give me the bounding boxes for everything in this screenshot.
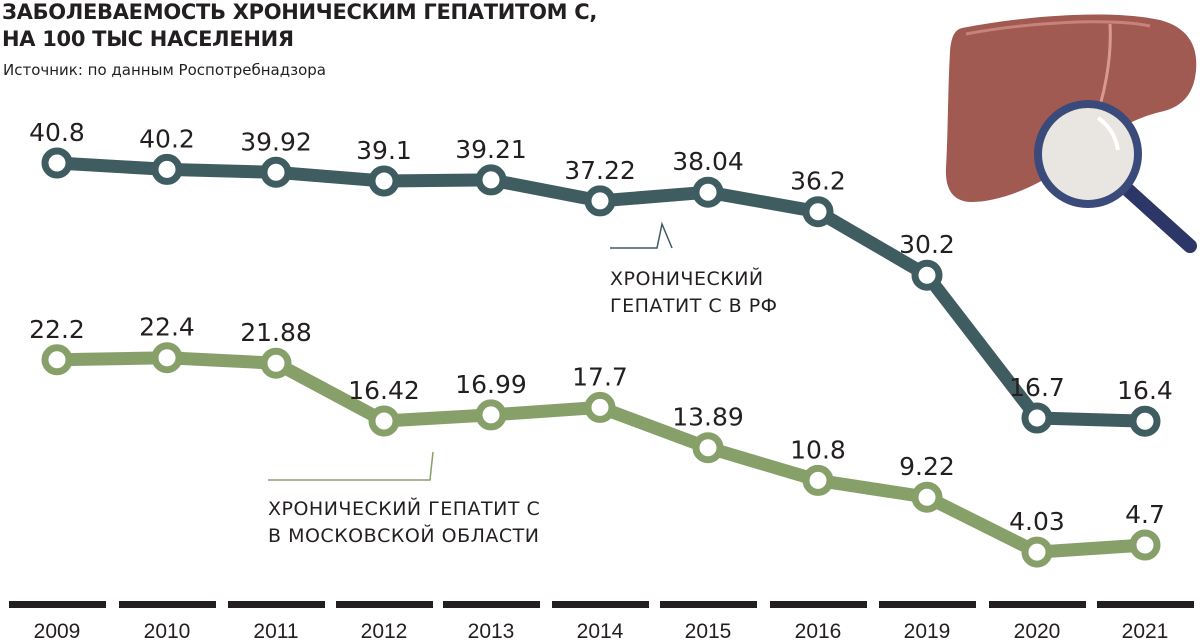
data-label: 22.2: [29, 315, 85, 344]
x-tick-label: 2016: [795, 620, 842, 640]
axis-segment: [336, 601, 433, 608]
x-tick-label: 2011: [253, 620, 298, 640]
data-label: 17.7: [572, 362, 628, 391]
axis-segment: [1097, 601, 1194, 608]
liver-magnifier-icon: [945, 14, 1197, 253]
data-point: [41, 147, 73, 179]
data-label: 16.4: [1117, 376, 1173, 405]
x-tick-label: 2020: [1014, 620, 1061, 640]
axis-segment: [770, 601, 867, 608]
data-point: [802, 464, 834, 496]
data-label: 39.1: [356, 136, 412, 165]
data-label: 9.22: [899, 452, 955, 481]
axis-segment: [989, 601, 1086, 608]
data-point: [151, 342, 183, 374]
magnifier-lens: [1034, 100, 1142, 208]
x-tick-label: 2012: [361, 620, 408, 640]
data-label: 39.92: [240, 127, 312, 156]
chart-title-line-2: НА 100 ТЫС НАСЕЛЕНИЯ: [2, 27, 294, 51]
series-name-rf: ГЕПАТИТ С В РФ: [610, 295, 778, 317]
data-point: [1021, 536, 1053, 568]
data-point: [1129, 529, 1161, 561]
axis-segment: [660, 601, 757, 608]
data-label: 16.99: [455, 370, 527, 399]
callout-leader-moscow: [268, 451, 434, 481]
data-point: [368, 165, 400, 197]
series-group: 40.8 40.2 39.92 39.1 39.21 37.22 38.04 36.2 30.2…: [29, 118, 1173, 568]
series-callouts: ХРОНИЧЕСКИЙ ГЕПАТИТ С В РФ ХРОНИЧЕСКИЙ ГЕП…: [268, 221, 778, 547]
series-name-rf: ХРОНИЧЕСКИЙ: [610, 267, 764, 290]
data-point: [368, 405, 400, 437]
series-rf: 40.8 40.2 39.92 39.1 39.21 37.22 38.04 36.2 30.2…: [29, 118, 1173, 437]
axis-segment: [879, 601, 976, 608]
series-moscow-region: 22.2 22.4 21.88 16.42 16.99 17.7 13.89 10.8 9.22…: [29, 313, 1165, 568]
data-point: [475, 164, 507, 196]
chart-title: ЗАБОЛЕВАЕМОСТЬ ХРОНИЧЕСКИМ ГЕПАТИТОМ С,: [2, 0, 598, 24]
x-tick-label: 2010: [144, 620, 191, 640]
x-tick-label: 2019: [904, 620, 951, 640]
data-label: 4.03: [1009, 507, 1065, 536]
data-point: [1129, 405, 1161, 437]
data-point: [584, 185, 616, 217]
data-label: 16.7: [1009, 373, 1065, 402]
liver-highlight: [965, 20, 1151, 36]
x-axis: 2009 2010 2011 2012 2013 2014 2015 2016 2019 2020…: [9, 601, 1194, 640]
data-label: 4.7: [1125, 500, 1165, 529]
data-point: [41, 344, 73, 376]
data-point: [584, 391, 616, 423]
data-label: 36.2: [790, 167, 846, 196]
data-point: [911, 481, 943, 513]
data-label: 13.89: [672, 403, 744, 432]
x-tick-label: 2009: [34, 620, 81, 640]
chart-source: Источник: по данным Роспотребнадзора: [3, 61, 326, 79]
data-point: [692, 176, 724, 208]
axis-segment: [119, 601, 216, 608]
magnifier-handle: [1121, 183, 1197, 253]
data-point: [802, 196, 834, 228]
data-label: 38.04: [672, 147, 744, 176]
x-tick-label: 2013: [468, 620, 515, 640]
axis-segment: [443, 601, 540, 608]
axis-segment: [228, 601, 325, 608]
data-point: [911, 259, 943, 291]
axis-segment: [552, 601, 649, 608]
data-point: [692, 432, 724, 464]
data-point: [260, 347, 292, 379]
magnifier-glare: [1096, 116, 1120, 151]
data-label: 10.8: [790, 435, 846, 464]
series-name-moscow-region: ХРОНИЧЕСКИЙ ГЕПАТИТ С: [268, 497, 540, 520]
data-label: 16.42: [348, 376, 420, 405]
data-label: 22.4: [139, 313, 195, 342]
data-point: [1021, 402, 1053, 434]
data-label: 40.2: [139, 124, 195, 153]
data-label: 39.21: [455, 135, 527, 164]
data-label: 37.22: [564, 156, 636, 185]
data-label: 21.88: [240, 318, 312, 347]
data-label: 40.8: [29, 118, 85, 147]
data-point: [151, 153, 183, 185]
x-tick-label: 2015: [685, 620, 732, 640]
data-label: 30.2: [899, 230, 955, 259]
callout-leader-rf: [610, 221, 673, 249]
x-tick-label: 2021: [1122, 620, 1169, 640]
axis-segment: [9, 601, 106, 608]
data-point: [260, 156, 292, 188]
data-point: [475, 399, 507, 431]
x-tick-label: 2014: [577, 620, 624, 640]
series-name-moscow-region: В МОСКОВСКОЙ ОБЛАСТИ: [268, 524, 540, 547]
